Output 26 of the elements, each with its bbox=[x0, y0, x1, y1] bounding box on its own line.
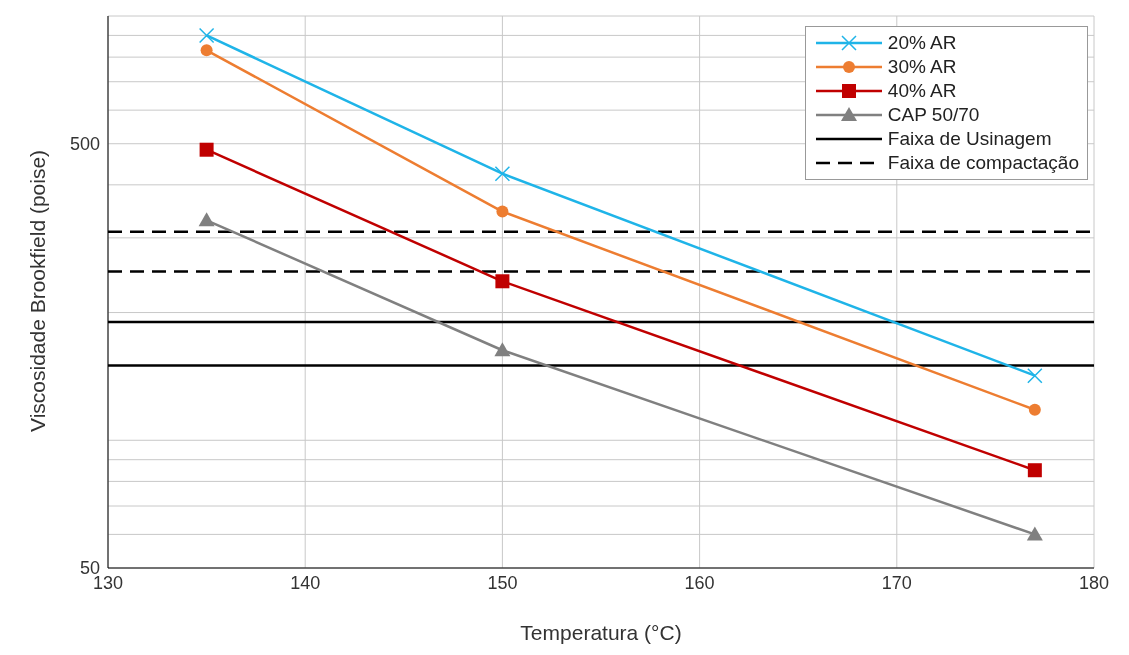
y-axis-title: Viscosidade Brookfield (poise) bbox=[26, 149, 50, 432]
legend-label: CAP 50/70 bbox=[887, 104, 980, 126]
point bbox=[200, 44, 213, 57]
x-tick-label: 160 bbox=[684, 572, 715, 593]
x-tick-label: 170 bbox=[881, 572, 912, 593]
y-tick-label: 500 bbox=[69, 134, 100, 155]
point bbox=[496, 205, 509, 218]
point bbox=[198, 27, 215, 44]
point bbox=[494, 165, 511, 182]
legend-label: 40% AR bbox=[887, 80, 957, 102]
legend-label: Faixa de compactação bbox=[887, 152, 1079, 174]
x-tick-label: 140 bbox=[290, 572, 321, 593]
x-tick-label: 180 bbox=[1078, 572, 1110, 593]
legend-label: Faixa de Usinagem bbox=[887, 128, 1052, 150]
x-tick-label: 150 bbox=[487, 572, 518, 593]
legend-label: 30% AR bbox=[887, 56, 957, 78]
x-axis-title: Temperatura (°C) bbox=[520, 621, 682, 644]
point bbox=[199, 142, 214, 157]
point bbox=[494, 342, 511, 357]
point bbox=[1027, 463, 1042, 478]
point bbox=[1028, 403, 1041, 416]
legend-label: 20% AR bbox=[887, 32, 957, 54]
point bbox=[1026, 526, 1043, 541]
point bbox=[495, 274, 510, 289]
point bbox=[198, 212, 215, 227]
point bbox=[1027, 367, 1043, 384]
